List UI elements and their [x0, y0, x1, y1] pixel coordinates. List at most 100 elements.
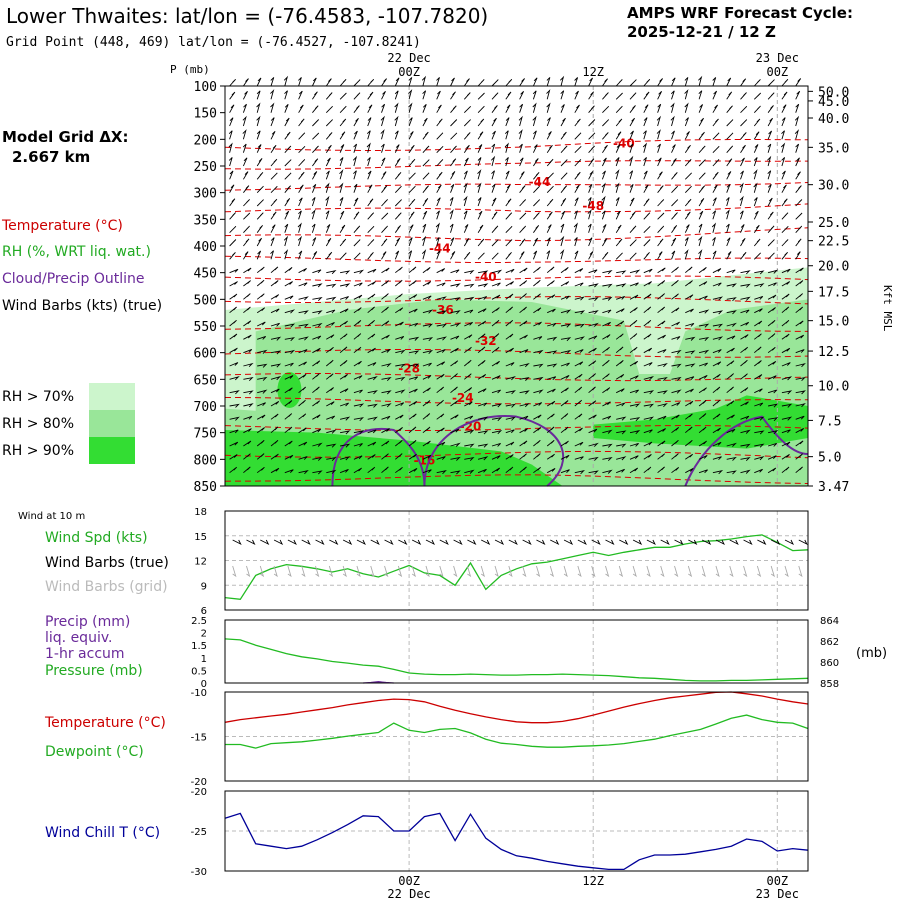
wind-barb — [381, 251, 387, 260]
wind-barb — [408, 237, 413, 247]
wind-barb — [242, 103, 247, 113]
wind-barb — [519, 402, 530, 408]
wind-barb — [754, 270, 765, 275]
wind-barb — [698, 295, 708, 300]
wind-barb — [436, 399, 444, 407]
wind-barb — [602, 359, 610, 367]
wind-barb — [671, 376, 682, 381]
wind-barb — [367, 390, 378, 395]
wind-barb — [435, 222, 440, 233]
wind-barb — [712, 118, 719, 127]
xs-ytick-label: 850 — [194, 480, 217, 495]
wind-barb — [795, 377, 806, 382]
wind-barb — [491, 430, 503, 435]
wind-barb-grid — [246, 565, 251, 578]
wind-barb — [684, 158, 692, 167]
wind-barb — [477, 210, 483, 220]
wind-barb-grid — [356, 565, 361, 578]
wind-barb — [422, 413, 431, 420]
wind-barb — [560, 235, 565, 247]
wind-barb — [436, 310, 447, 315]
wind-barb — [574, 310, 586, 315]
wind-barb — [546, 211, 553, 220]
wind-barb — [726, 373, 734, 380]
wind-barb — [381, 171, 387, 180]
wind-barb — [671, 467, 680, 474]
wind-barb — [422, 267, 431, 274]
wind-barb — [353, 197, 359, 207]
wind-barb — [685, 363, 696, 368]
wind-barb — [698, 281, 708, 287]
wind-barb — [629, 197, 635, 207]
wind-barb — [546, 224, 552, 233]
wind-barb — [298, 268, 307, 274]
wind-barb — [270, 350, 282, 355]
wind-barb — [698, 185, 706, 193]
temperature-contour — [224, 160, 809, 170]
wind-barb — [533, 453, 541, 460]
wind-barb — [588, 297, 599, 302]
wind-barb — [422, 223, 427, 233]
wind-barb — [229, 319, 237, 327]
wind-barb — [519, 90, 525, 100]
wind-barb — [698, 454, 708, 460]
wind-barb — [326, 443, 337, 448]
wind-barb — [712, 184, 718, 193]
wind-barb — [243, 306, 251, 314]
wind-barb — [339, 296, 349, 300]
wind-barb — [657, 185, 664, 193]
wind-barb — [298, 413, 307, 420]
temperature-contour — [224, 450, 809, 459]
wind-barb — [421, 235, 427, 247]
wind-barb — [767, 252, 775, 260]
wind-barb — [532, 102, 537, 113]
wind-barb — [712, 145, 720, 154]
wind-barb — [767, 105, 774, 113]
wind-barb — [284, 349, 296, 355]
wind-barb — [284, 387, 293, 394]
wind-barb — [395, 402, 405, 407]
wind-barb — [795, 90, 801, 100]
wind-barb — [726, 347, 735, 354]
wind-barb — [726, 414, 735, 420]
wind-barb — [740, 469, 751, 474]
wind-barb — [339, 157, 344, 167]
wind-barb — [574, 282, 584, 287]
wind-barb — [394, 144, 400, 153]
wind-barb — [725, 209, 730, 220]
wind-barb — [229, 78, 236, 87]
wind-chill-label: Wind Chill T (°C) — [45, 825, 160, 841]
wind-barb — [657, 402, 668, 408]
wind-barb — [367, 403, 378, 408]
wind-barb — [394, 185, 402, 194]
temperature-contour — [224, 348, 809, 358]
wind-barb — [284, 172, 292, 180]
wind-barb — [298, 361, 307, 367]
wind-barb — [229, 184, 235, 193]
wind-barb — [657, 306, 666, 314]
wind-barb — [547, 336, 558, 341]
wind-barb — [450, 269, 460, 274]
wind-barb — [242, 129, 247, 140]
wind-barb — [381, 306, 389, 314]
wind-barb-grid — [577, 565, 582, 578]
wind-barb — [491, 333, 500, 340]
wind-barb — [256, 115, 261, 127]
wind-barb — [353, 375, 363, 380]
wind-barb — [436, 184, 442, 193]
wind-barb — [602, 309, 612, 314]
wind-barb — [505, 441, 515, 447]
wind-barb — [753, 182, 758, 193]
wind-barb — [629, 403, 641, 408]
wind-barb — [436, 386, 445, 394]
wind-barb — [740, 309, 750, 314]
wind-barb — [754, 320, 763, 327]
wind-barb — [339, 182, 344, 193]
wind-barb — [505, 306, 514, 314]
wind-barb — [450, 132, 458, 140]
wind-barb — [312, 456, 323, 461]
wind-barb — [547, 363, 558, 368]
wind-barb — [629, 346, 638, 354]
wind-barb — [602, 334, 611, 340]
wind-barb — [408, 388, 418, 394]
